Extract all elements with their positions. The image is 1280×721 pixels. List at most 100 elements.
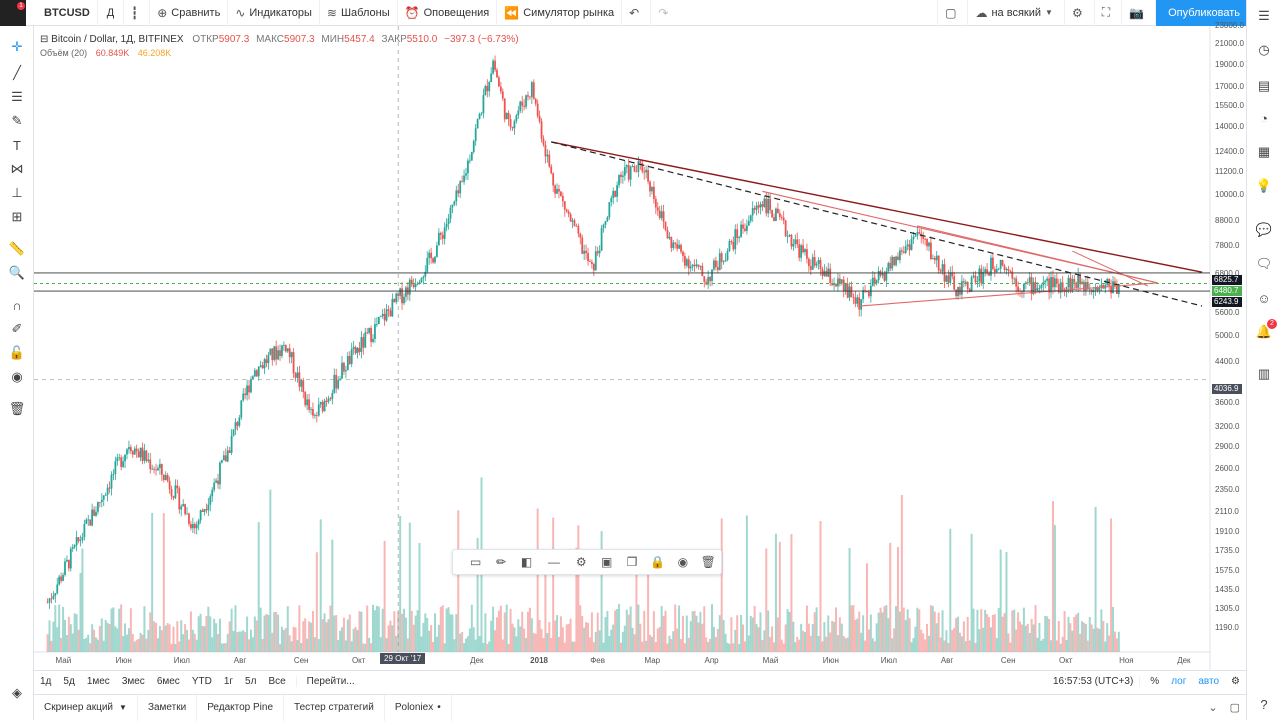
range-all[interactable]: Все xyxy=(268,676,286,687)
lock-icon[interactable]: 🔓 xyxy=(8,345,26,360)
clock-icon[interactable]: ◷ xyxy=(1258,42,1270,57)
add-icon[interactable]: ⊞ xyxy=(11,209,23,224)
candle-body xyxy=(625,165,628,168)
text-tool-icon[interactable]: T xyxy=(13,137,21,153)
gear-icon[interactable]: ⚙ xyxy=(1231,676,1240,687)
goto-button[interactable]: Перейти... xyxy=(295,676,361,687)
volume-bar xyxy=(69,624,72,652)
undo-button[interactable]: ↶ xyxy=(622,0,652,26)
range-1d[interactable]: 1д xyxy=(40,676,52,687)
save-layout-button[interactable]: ☁ на всякий ▼ xyxy=(968,0,1065,26)
interval-button[interactable]: Д xyxy=(98,0,124,26)
brush-tool-icon[interactable]: ✎ xyxy=(11,113,23,128)
candle-body xyxy=(790,234,793,247)
volume-bar xyxy=(269,489,272,652)
layers-icon[interactable]: ◈ xyxy=(12,685,22,700)
auto-toggle[interactable]: авто xyxy=(1198,676,1220,687)
range-5y[interactable]: 5л xyxy=(245,676,257,687)
settings-button[interactable]: ⚙ xyxy=(1065,0,1095,26)
clock-display[interactable]: 16:57:53 (UTC+3) xyxy=(1052,676,1134,687)
chat-icon[interactable]: 💬 xyxy=(1255,222,1273,237)
help-icon[interactable]: ? xyxy=(1260,696,1268,712)
candle-body xyxy=(757,205,760,208)
chart-type-button[interactable]: ┇ xyxy=(124,0,151,26)
ideas-icon[interactable]: 💡 xyxy=(1255,178,1273,193)
visual-order-icon[interactable]: ▣ xyxy=(600,555,613,569)
range-1m[interactable]: 1мес xyxy=(86,676,110,687)
tab-notes[interactable]: Заметки xyxy=(138,694,198,721)
range-3m[interactable]: 3мес xyxy=(121,676,145,687)
eye-icon[interactable]: ◉ xyxy=(677,555,689,569)
fib-tool-icon[interactable]: ☰ xyxy=(11,89,23,104)
range-5d[interactable]: 5д xyxy=(63,676,75,687)
tab-strategy-tester[interactable]: Тестер стратегий xyxy=(284,694,385,721)
volume-bar xyxy=(966,616,969,652)
line-style-icon[interactable]: — xyxy=(547,555,560,569)
compare-button[interactable]: ⊕ Сравнить xyxy=(150,0,229,26)
crosshair-tool-icon[interactable]: ✛ xyxy=(11,39,23,54)
templates-button[interactable]: ≋ Шаблоны xyxy=(320,0,398,26)
fullscreen-button[interactable]: ⛶ xyxy=(1095,0,1123,26)
price-chart[interactable] xyxy=(34,26,1246,670)
range-6m[interactable]: 6мес xyxy=(156,676,180,687)
clone-icon[interactable]: ❐ xyxy=(626,555,638,569)
candle-body xyxy=(496,69,498,78)
tab-stock-screener[interactable]: Скринер акций ▼ xyxy=(34,694,138,721)
redo-button[interactable]: ↷ xyxy=(651,0,679,26)
candle-body xyxy=(95,511,97,516)
range-ytd[interactable]: YTD xyxy=(191,676,212,687)
streams-icon[interactable]: ☺ xyxy=(1257,290,1271,306)
watchlist-icon[interactable]: ☰ xyxy=(1258,8,1270,23)
publish-button[interactable]: Опубликовать xyxy=(1156,0,1252,26)
volume-bar xyxy=(251,637,254,652)
percent-toggle[interactable]: % xyxy=(1139,676,1165,687)
volume-bar xyxy=(244,632,247,652)
candle-body xyxy=(618,174,620,186)
candle-body xyxy=(75,537,78,546)
maximize-icon[interactable]: ▢ xyxy=(1229,702,1240,714)
candle-body xyxy=(319,401,322,405)
snapshot-button[interactable]: 📷 xyxy=(1122,0,1157,26)
replay-button[interactable]: ⏪ Симулятор рынка xyxy=(497,0,623,26)
range-1y[interactable]: 1г xyxy=(223,676,234,687)
data-window-icon[interactable]: ◔ xyxy=(1260,110,1268,126)
notifications-icon[interactable]: 🔔 2 xyxy=(1254,319,1277,342)
pattern-tool-icon[interactable]: ⋈ xyxy=(10,161,24,176)
screener-icon[interactable]: ▥ xyxy=(1257,366,1271,381)
volume-bar xyxy=(869,614,872,652)
log-toggle[interactable]: лог xyxy=(1171,676,1187,687)
zoom-icon[interactable]: 🔍 xyxy=(8,265,26,280)
gear-icon[interactable]: ⚙ xyxy=(575,555,587,569)
calendar-icon[interactable]: ▦ xyxy=(1257,144,1271,159)
volume-bar xyxy=(172,626,175,652)
indicators-button[interactable]: ∿ Индикаторы xyxy=(228,0,320,26)
magnet-icon[interactable]: ∩ xyxy=(12,297,22,313)
candle-body xyxy=(259,365,262,367)
candle-body xyxy=(430,252,433,259)
private-chat-icon[interactable]: 🗨 xyxy=(1255,256,1273,271)
candle-body xyxy=(955,289,958,297)
minimize-icon[interactable]: ⌄ xyxy=(1208,702,1218,714)
tab-pine-editor[interactable]: Редактор Pine xyxy=(197,694,285,721)
trendline-tool-icon[interactable]: ╱ xyxy=(13,65,21,80)
layout-button[interactable]: ▢ xyxy=(937,0,969,26)
eye-icon[interactable]: ◉ xyxy=(11,369,23,384)
ruler-icon[interactable]: 📏 xyxy=(8,241,26,256)
collapse-icon[interactable]: ⊟ xyxy=(40,34,49,45)
trash-icon[interactable]: 🗑 xyxy=(700,555,716,569)
news-icon[interactable]: ▤ xyxy=(1257,78,1271,93)
symbol-search[interactable]: BTCUSD xyxy=(26,0,98,26)
pencil-icon[interactable]: ✏ xyxy=(496,555,507,569)
trash-icon[interactable]: 🗑 xyxy=(8,401,26,416)
prediction-tool-icon[interactable]: ⊥ xyxy=(11,185,23,200)
candle-body xyxy=(159,464,161,469)
rectangle-icon[interactable]: ▭ xyxy=(470,555,482,569)
lock-icon[interactable]: 🔒 xyxy=(649,555,665,569)
alerts-button[interactable]: ⏰ Оповещения xyxy=(398,0,498,26)
candle-body xyxy=(370,327,372,342)
high-label: МАКС xyxy=(256,34,285,45)
user-avatar[interactable]: 1 xyxy=(0,0,26,26)
tab-poloniex[interactable]: Poloniex • xyxy=(385,694,452,721)
stay-drawing-icon[interactable]: ✐ xyxy=(11,321,23,336)
fill-bucket-icon[interactable]: ◧ xyxy=(520,555,533,569)
